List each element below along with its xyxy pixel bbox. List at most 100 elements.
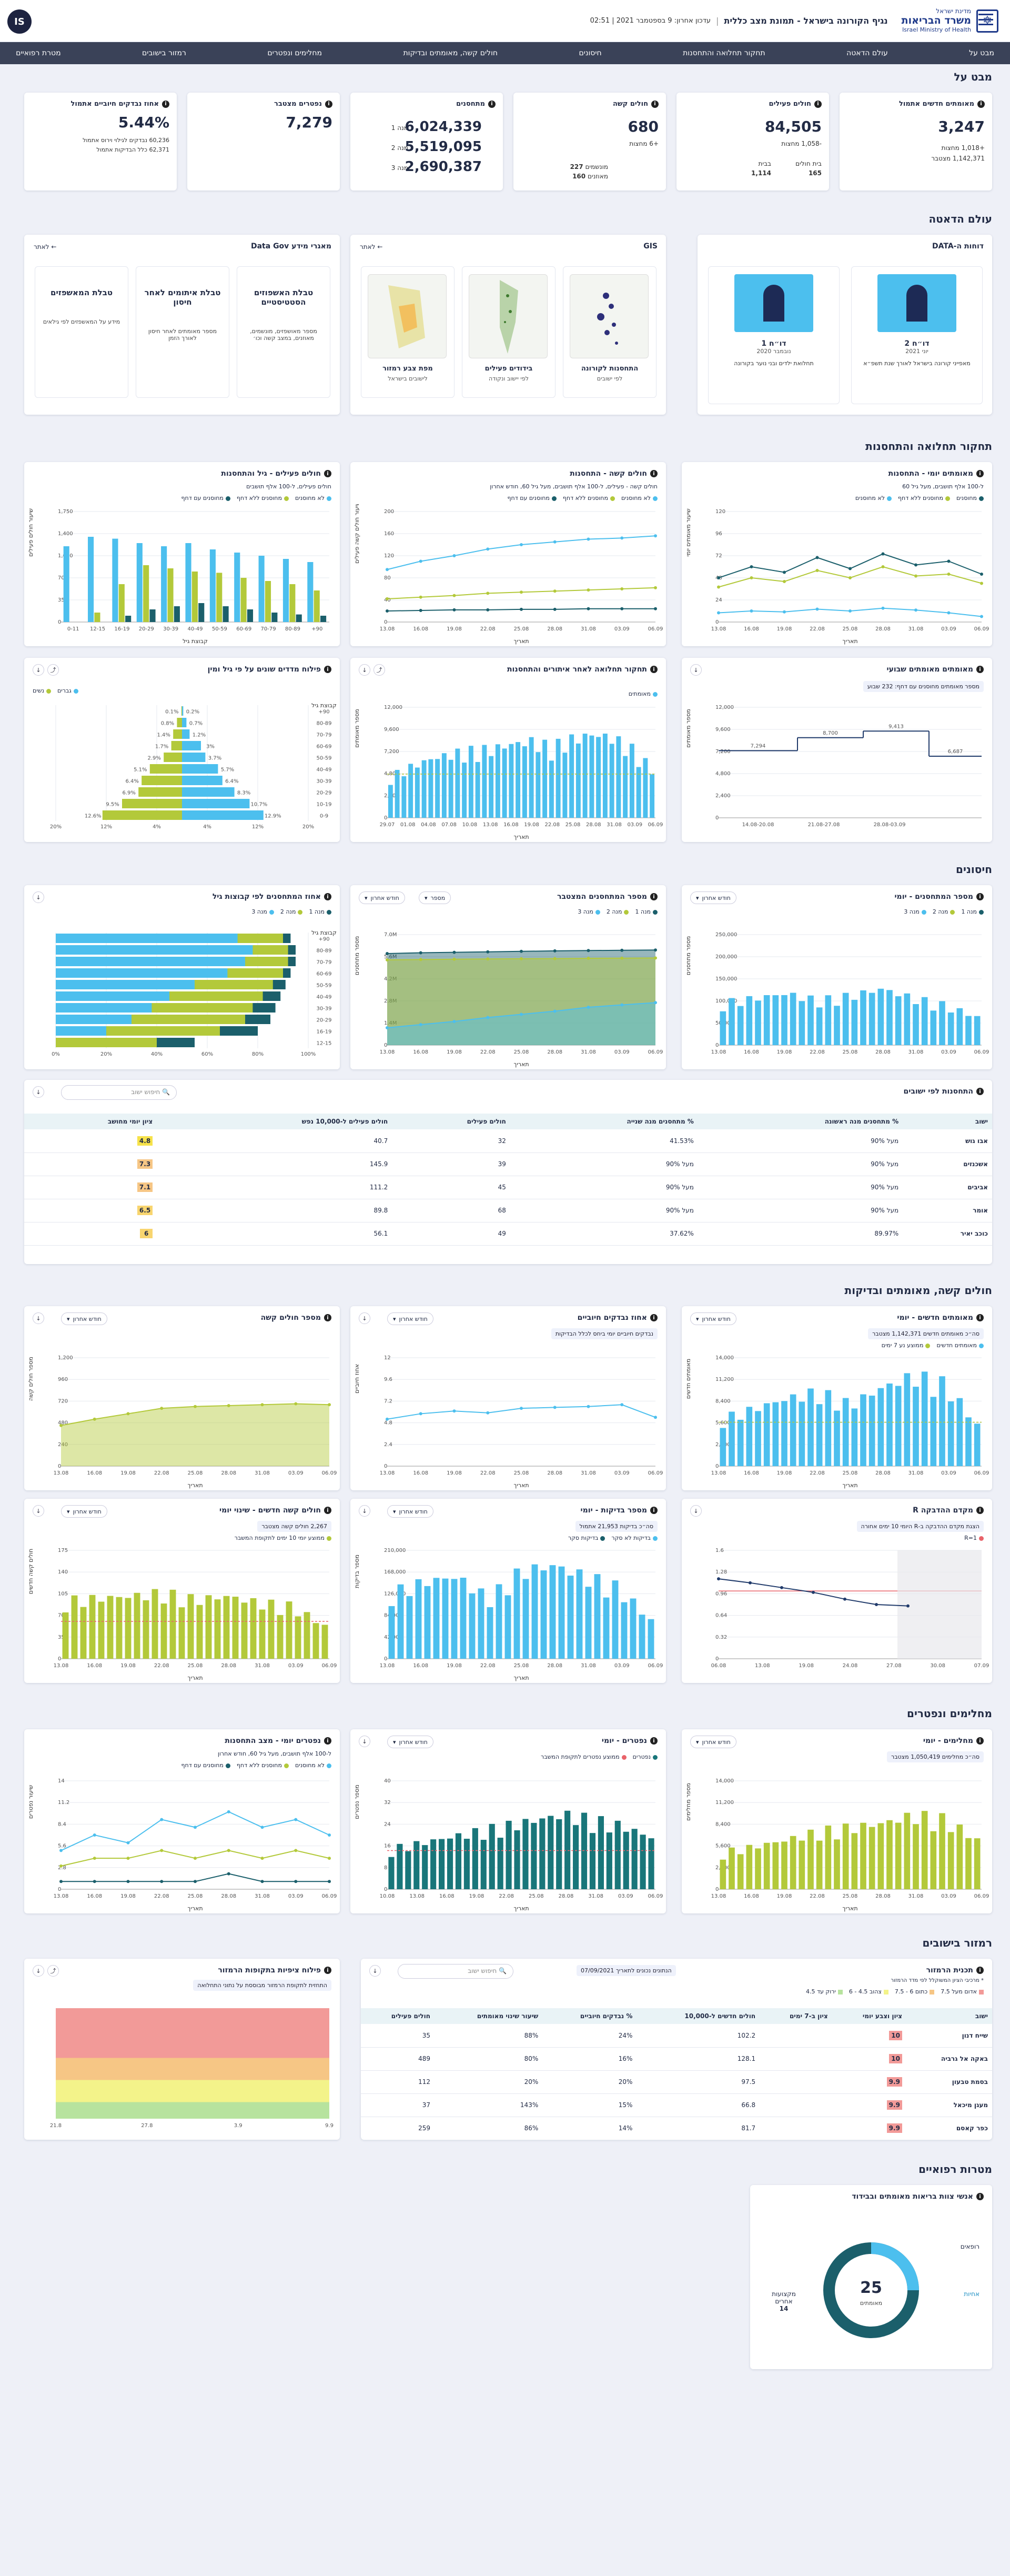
settlement-search-input[interactable]: 🔍 חיפוש ישוב bbox=[61, 1085, 177, 1100]
table-row[interactable]: באקה אל גרביה 10 128.1 16% 80% 489 bbox=[361, 2047, 992, 2071]
nav-vaccines[interactable]: חיסונים bbox=[579, 49, 602, 57]
period-select[interactable]: חודש אחרון ▾ bbox=[387, 1312, 433, 1325]
table-row[interactable]: אבו גוש מעל 90% 41.53% 32 40.7 4.8 bbox=[24, 1129, 992, 1153]
table-header[interactable]: % מתחסנים מנה ראשונה bbox=[698, 1114, 903, 1129]
datagov-item[interactable]: טבלת המאשפזים מידע על המאשפזים לפי גילאי… bbox=[35, 266, 128, 398]
table-header[interactable]: חולים פעילים bbox=[392, 1114, 510, 1129]
info-icon[interactable]: i bbox=[488, 100, 496, 108]
download-icon[interactable]: ↓ bbox=[359, 664, 370, 676]
table-row[interactable]: כפר קאסם 9.9 81.7 14% 86% 259 bbox=[361, 2117, 992, 2140]
table-row[interactable]: בסמת טבעון 9.9 97.5 20% 20% 112 bbox=[361, 2070, 992, 2094]
table-header[interactable]: חולים פעילים bbox=[361, 2008, 435, 2024]
share-icon[interactable]: ⤴ bbox=[373, 664, 385, 676]
download-icon[interactable]: ↓ bbox=[33, 1086, 44, 1098]
medical-donut[interactable]: 25 מאומתים bbox=[813, 2232, 929, 2348]
chart-deaths-vacc[interactable]: 0 2.8 5.6 8.4 11.2 14 13.08 16.08 19.08 22.08 25.0… bbox=[24, 1773, 340, 1913]
table-header[interactable]: % נבדקים חיוביים bbox=[542, 2008, 637, 2024]
info-icon[interactable]: i bbox=[325, 100, 332, 108]
info-icon[interactable]: i bbox=[814, 100, 822, 108]
share-icon[interactable]: ⤴ bbox=[47, 1965, 59, 1977]
table-row[interactable]: אביבים מעל 90% מעל 90% 45 111.2 7.1 bbox=[24, 1176, 992, 1199]
ministry-logo[interactable]: ✡ מדינת ישראל משרד הבריאות Israel Minist… bbox=[902, 8, 998, 33]
chart-tests-daily[interactable]: 042,00084,000126,000168,000210,000תאריךמ… bbox=[350, 1543, 666, 1683]
chart-card-confirmed-vacc: i מאומתים יומי - התחסנות ל-100 אלף תושבים… bbox=[682, 462, 992, 646]
download-icon[interactable]: ↓ bbox=[369, 1965, 381, 1977]
gis-item[interactable]: התחסנות לקורונה לפי ישובים bbox=[563, 266, 656, 398]
table-header[interactable]: חולים חדשים ל-10,000 bbox=[637, 2008, 760, 2024]
datagov-item[interactable]: טבלת האשפוזים הסטטיסטיים מספר מאושפזים, … bbox=[237, 266, 330, 398]
chart-severe-vacc[interactable]: 0408012016020013.0816.0819.0822.0825.082… bbox=[350, 504, 666, 646]
nav-recovered[interactable]: מחלימים ונפטרים bbox=[267, 49, 322, 57]
table-cell bbox=[760, 2047, 832, 2071]
table-header[interactable]: ציון יומי מחושב bbox=[24, 1114, 157, 1129]
nav-traffic[interactable]: רמזור בישובים bbox=[142, 49, 186, 57]
table-header[interactable]: ישוב bbox=[903, 1114, 992, 1129]
datagov-item[interactable]: טבלת איתומים לאחר חיסון מספר מאומתים לאח… bbox=[136, 266, 229, 398]
datagov-link[interactable]: ← לאתר bbox=[34, 243, 57, 250]
hamburger-menu-icon[interactable] bbox=[978, 14, 993, 25]
metric-select[interactable]: מספר ▾ bbox=[419, 891, 451, 904]
table-row[interactable]: אומר מעל 90% מעל 90% 68 89.8 6.5 bbox=[24, 1199, 992, 1222]
download-icon[interactable]: ↓ bbox=[690, 1505, 702, 1517]
table-row[interactable]: אשכנזים מעל 90% מעל 90% 39 145.9 7.3 bbox=[24, 1152, 992, 1176]
period-select[interactable]: חודש אחרון ▾ bbox=[387, 1736, 433, 1748]
chart-confirmed-vacc[interactable]: 02448729612013.0816.0819.0822.0825.0828.… bbox=[682, 504, 992, 646]
table-header[interactable]: ציון וצבע יומי bbox=[832, 2008, 906, 2024]
info-icon[interactable]: i bbox=[651, 100, 659, 108]
info-icon[interactable]: i bbox=[977, 100, 985, 108]
table-header[interactable]: חולים פעילים ל-10,000 נפש bbox=[157, 1114, 392, 1129]
info-icon[interactable]: i bbox=[162, 100, 169, 108]
chart-daily-vax[interactable]: 050,000100,000150,000200,000250,000מספר … bbox=[682, 927, 992, 1069]
chart-forecast[interactable]: 21.8 27.8 3.9 9.9 bbox=[24, 2003, 340, 2140]
period-select[interactable]: חודש אחרון ▾ bbox=[690, 1736, 736, 1748]
download-icon[interactable]: ↓ bbox=[359, 1736, 370, 1747]
gis-item[interactable]: מפת צבע רמזור לישובים בישראל bbox=[361, 266, 454, 398]
chart-severe-count[interactable]: 0 240 480 720 960 1,200 13.08 16.08 19.08 22.08 25… bbox=[24, 1350, 340, 1490]
chart-cum-vax[interactable]: 0 1.4M 2.8M 4.2M 5.6M 7.0M 13.08 16.08 19.08 22.0… bbox=[350, 927, 666, 1069]
download-icon[interactable]: ↓ bbox=[359, 1505, 370, 1517]
chart-severe-new[interactable]: 0 35 70 105 140 175 תאריך חולים קשה חדשים 13.08 1… bbox=[24, 1543, 340, 1683]
chart-new-confirmed[interactable]: 02,8005,6008,40011,20014,000תאריךמאומתים… bbox=[682, 1350, 992, 1490]
download-icon[interactable]: ↓ bbox=[33, 664, 44, 676]
report-card[interactable]: דו״ח 2 יוני 2021 מאפייני קורונה בישראל ל… bbox=[851, 266, 983, 404]
nav-overview[interactable]: מבט על bbox=[969, 49, 994, 57]
nav-severe[interactable]: חולים קשה, מאומתים ובדיקות bbox=[403, 49, 498, 57]
gis-link[interactable]: ← לאתר bbox=[360, 243, 383, 250]
traffic-search-input[interactable]: 🔍 חיפוש ישוב bbox=[398, 1964, 513, 1979]
table-header[interactable]: % מתחסנים מנה שנייה bbox=[510, 1114, 698, 1129]
chart-weekly[interactable]: 0 2,400 4,800 7,200 9,600 12,000 מספר מאומתים 7… bbox=[682, 700, 992, 842]
download-icon[interactable]: ↓ bbox=[359, 1312, 370, 1324]
period-select[interactable]: חודש אחרון ▾ bbox=[690, 891, 736, 904]
period-select[interactable]: חודש אחרון ▾ bbox=[61, 1505, 107, 1518]
chart-vax-age[interactable]: 0% 20% 40% 60% 80% 100%12-15 16-19 20-29 30-39 40… bbox=[24, 927, 340, 1069]
accessibility-logo[interactable]: IS bbox=[7, 9, 32, 34]
period-select[interactable]: חודש אחרון ▾ bbox=[359, 891, 405, 904]
chart-positive[interactable]: 0 2.4 4.8 7.2 9.6 12 13.08 16.08 19.08 22.08 25.08… bbox=[350, 1350, 666, 1490]
table-row[interactable]: שייח דנון 10 102.2 24% 88% 35 bbox=[361, 2024, 992, 2048]
table-row[interactable]: כוכב יאיר 89.97% 37.62% 49 56.1 6 bbox=[24, 1222, 992, 1246]
nav-medical[interactable]: מטרת רפואיים bbox=[16, 49, 61, 57]
gis-item[interactable]: בידודים פעילים לפי יישוב ונקודה bbox=[462, 266, 556, 398]
download-icon[interactable]: ↓ bbox=[690, 664, 702, 676]
chart-pyramid[interactable]: 20% 12% 4% 4% 12% 20% 0-9 12.9% 12.6% 10-19 10.7% 9… bbox=[24, 700, 340, 842]
table-row[interactable]: מעגן מיכאל 9.9 66.8 15% 143% 37 bbox=[361, 2093, 992, 2117]
share-icon[interactable]: ⤴ bbox=[47, 664, 59, 676]
download-icon[interactable]: ↓ bbox=[33, 891, 44, 903]
nav-data-world[interactable]: עולם הדאטה bbox=[846, 49, 888, 57]
table-header[interactable]: שיעור שינוי מאומתים bbox=[435, 2008, 543, 2024]
table-header[interactable]: ישוב bbox=[906, 2008, 992, 2024]
nav-research[interactable]: תחקור תחלואה והתחסנות bbox=[683, 49, 765, 57]
report-card[interactable]: דו״ח 1 נובמבר 2020 תחלואת ילדים ובני נוע… bbox=[708, 266, 840, 404]
table-header[interactable]: ציון ב-7 ימים bbox=[760, 2008, 832, 2024]
download-icon[interactable]: ↓ bbox=[33, 1505, 44, 1517]
download-icon[interactable]: ↓ bbox=[33, 1312, 44, 1324]
chart-deaths[interactable]: 0 8 16 24 32 40 תאריך מספר נפטרים 10.08 13.08 16.0… bbox=[350, 1773, 666, 1913]
period-select[interactable]: חודש אחרון ▾ bbox=[61, 1312, 107, 1325]
download-icon[interactable]: ↓ bbox=[33, 1965, 44, 1977]
period-select[interactable]: חודש אחרון ▾ bbox=[387, 1505, 433, 1518]
period-select[interactable]: חודש אחרון ▾ bbox=[690, 1312, 736, 1325]
chart-r-factor[interactable]: 0 0.32 0.64 0.96 1.28 1.6 06.08 13.08 19.08 24.08… bbox=[682, 1543, 992, 1683]
